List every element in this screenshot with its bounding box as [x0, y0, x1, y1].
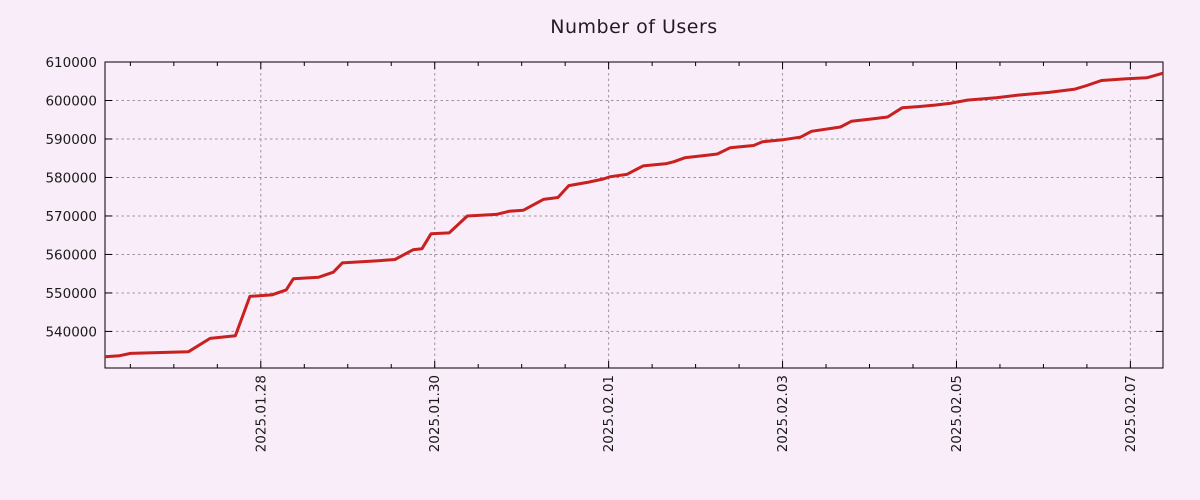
x-tick-label: 2025.02.01	[601, 375, 617, 452]
y-tick-label: 600000	[45, 93, 97, 109]
x-tick-label: 2025.01.30	[427, 375, 443, 452]
x-tick-label: 2025.01.28	[253, 375, 269, 452]
y-tick-label: 540000	[45, 324, 97, 340]
y-tick-label: 580000	[45, 170, 97, 186]
y-tick-label: 590000	[45, 132, 97, 148]
y-tick-label: 560000	[45, 247, 97, 263]
x-tick-label: 2025.02.03	[775, 375, 791, 452]
x-tick-label: 2025.02.05	[949, 375, 965, 452]
plot-frame	[104, 61, 1164, 369]
y-tick-label: 610000	[45, 55, 97, 71]
series-line	[104, 71, 1164, 359]
y-tick-label: 550000	[45, 286, 97, 302]
y-tick-label: 570000	[45, 209, 97, 225]
chart-title: Number of Users	[550, 16, 718, 38]
x-tick-label: 2025.02.07	[1123, 375, 1139, 452]
